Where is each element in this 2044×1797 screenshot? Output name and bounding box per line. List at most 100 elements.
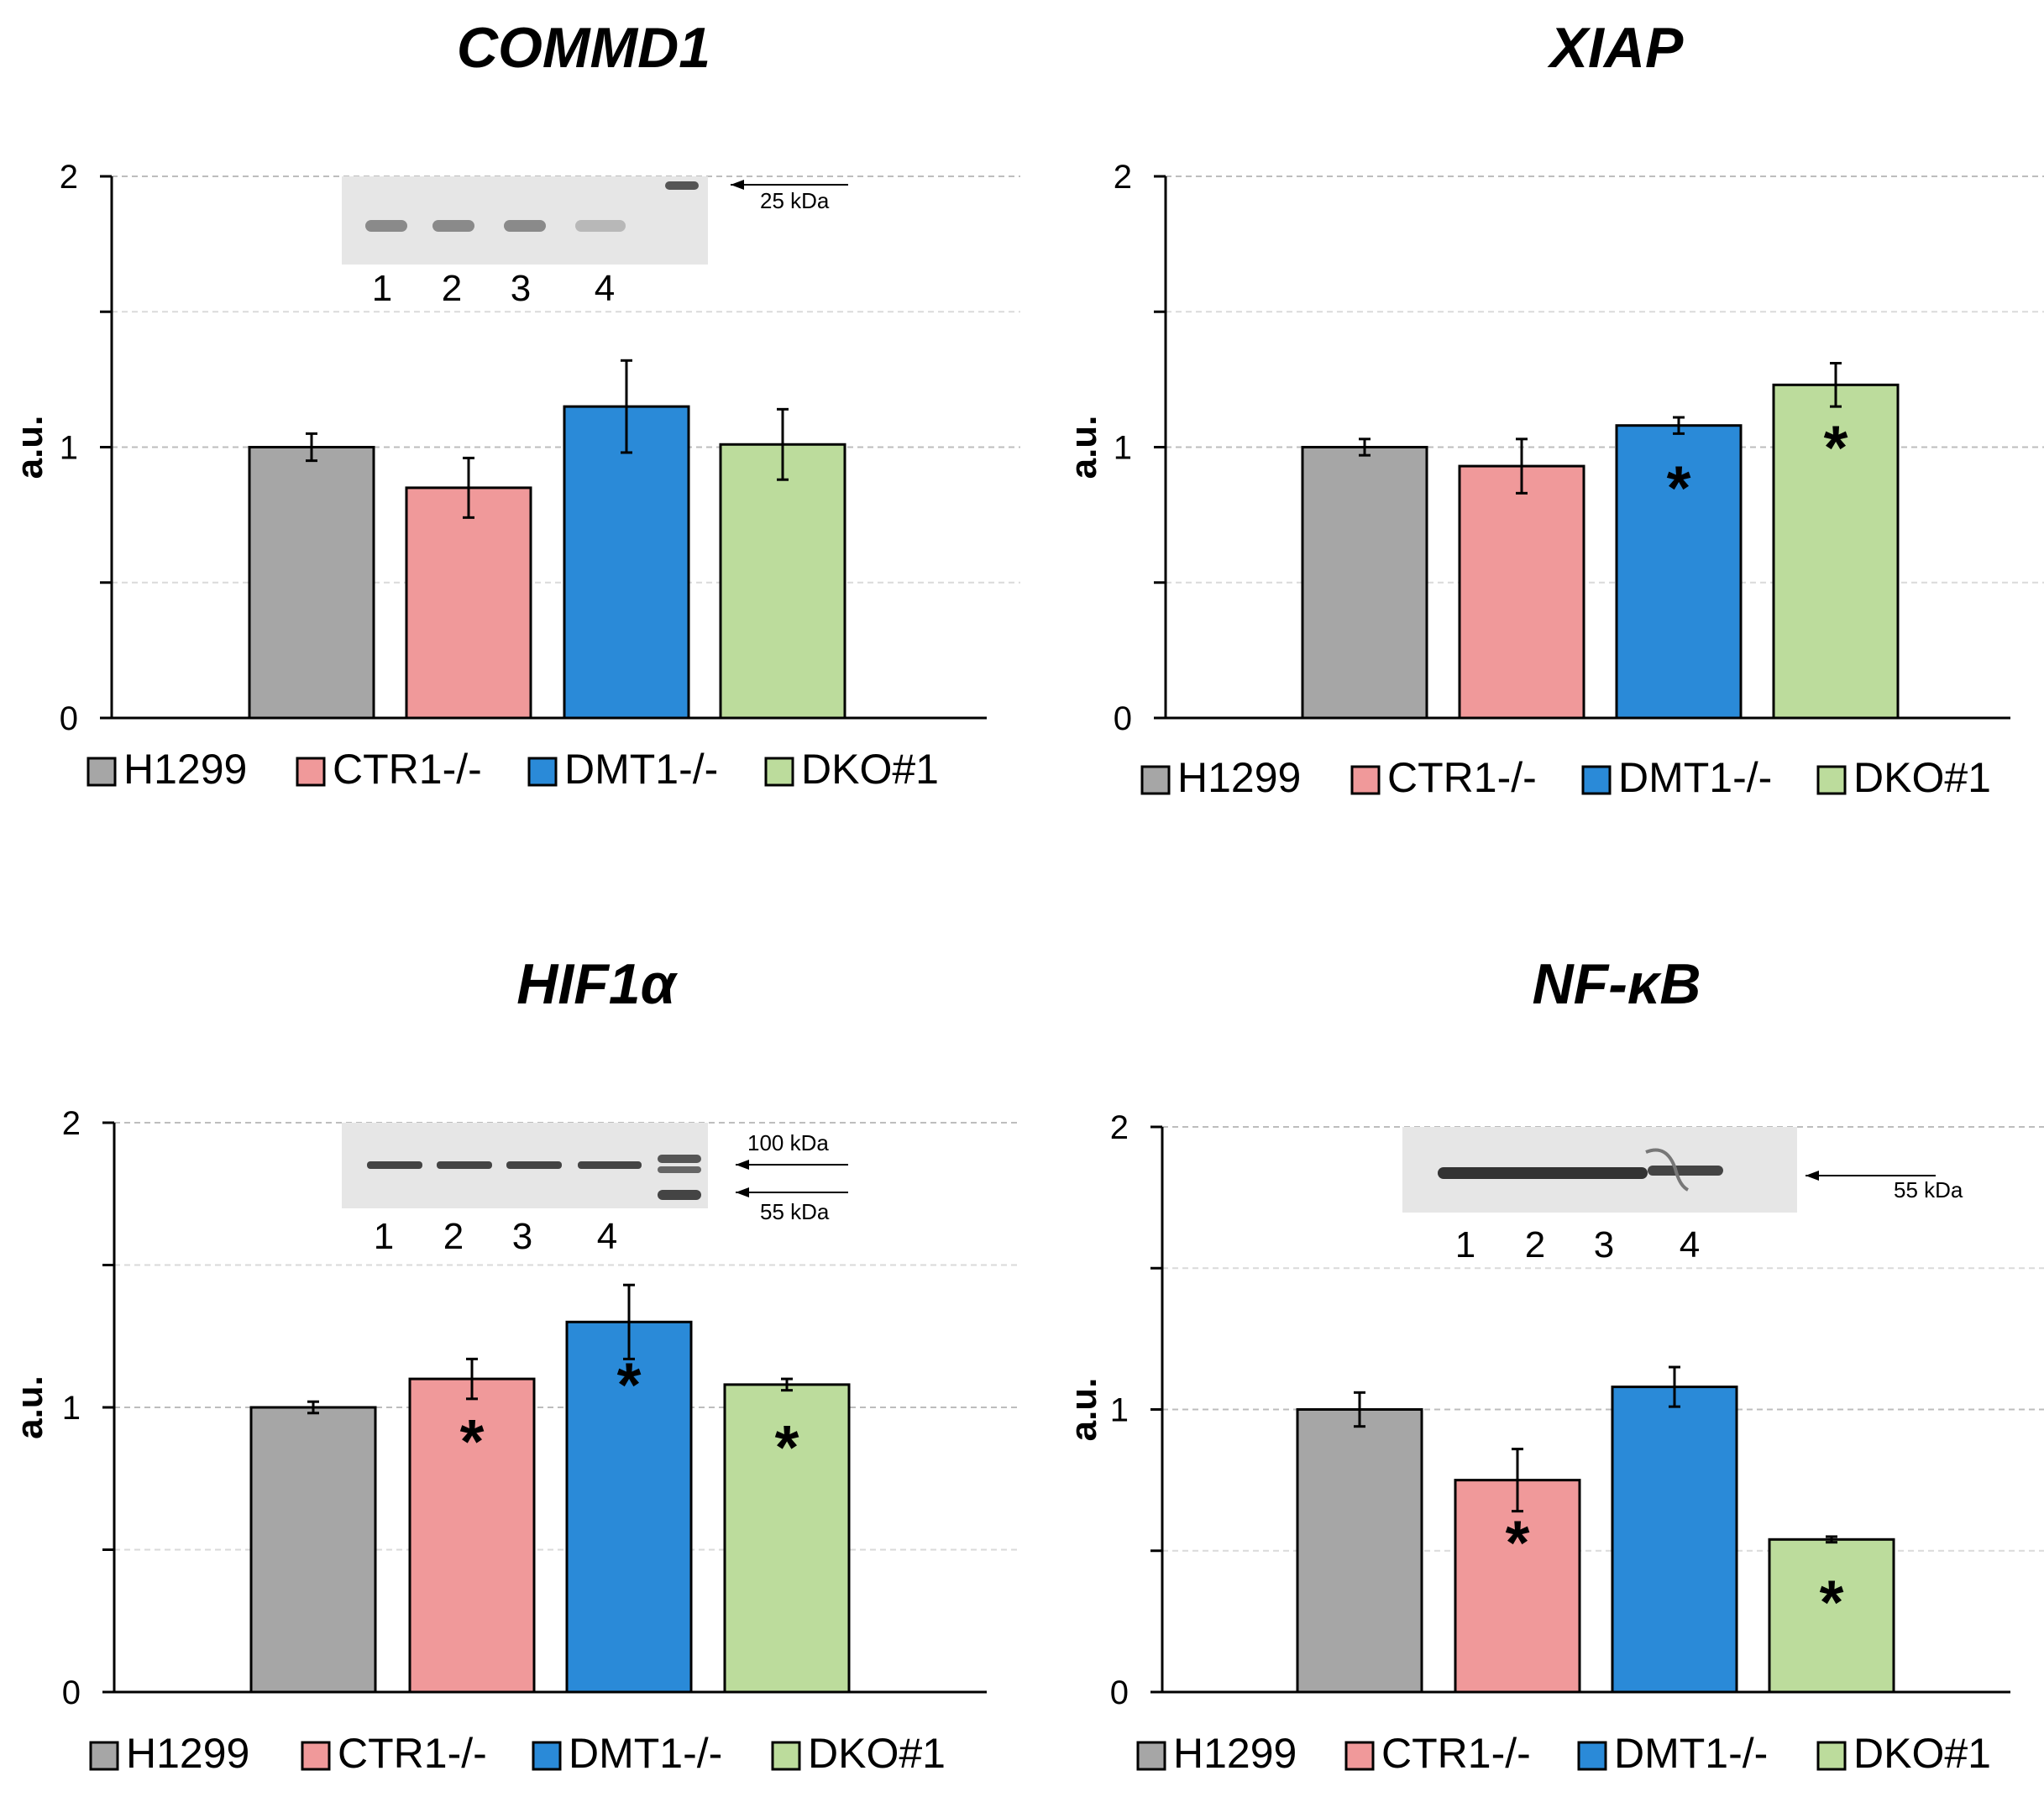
- legend-swatch-DKO#1: [764, 757, 794, 787]
- y-tick-label: 2: [1114, 159, 1132, 196]
- blot-marker-label: 25 kDa: [760, 188, 830, 213]
- bar-H1299: [1301, 446, 1428, 720]
- legend-swatch-H1299: [86, 757, 117, 787]
- blot-band: [432, 220, 474, 232]
- bar-CTR1-/-: [405, 486, 532, 720]
- blot-lane-label: 4: [1680, 1224, 1700, 1265]
- blot-ladder-band: [658, 1166, 701, 1173]
- legend-label-DKO#1: DKO#1: [801, 746, 939, 793]
- y-tick-label: 0: [62, 1674, 81, 1711]
- legend-swatch-H1299: [1136, 1741, 1166, 1771]
- y-tick-label: 0: [60, 700, 78, 737]
- bar-DMT1-/-: [1615, 424, 1743, 720]
- blot-band: [1648, 1166, 1723, 1176]
- legend-swatch-DKO#1: [771, 1741, 801, 1771]
- blot-lane-label: 1: [1455, 1224, 1475, 1265]
- y-tick-label: 0: [1114, 700, 1132, 737]
- significance-asterisk: *: [460, 1407, 485, 1476]
- legend-swatch-CTR1-/-: [1350, 765, 1381, 795]
- blot-ladder-band: [665, 181, 699, 190]
- significance-asterisk: *: [617, 1349, 642, 1419]
- y-tick-label: 1: [1110, 1392, 1129, 1429]
- chart-panel-3: HIF1α 0 1 2 a.u. * * * H1299 CTR1-/- DMT1-/- DKO#1 1…: [9, 952, 1020, 1777]
- legend-swatch-H1299: [89, 1741, 119, 1771]
- western-blot-inset: 1 2 3 4 55 kDa: [1402, 1127, 1963, 1265]
- significance-asterisk: *: [1824, 412, 1848, 482]
- significance-asterisk: *: [775, 1412, 799, 1482]
- y-axis-label: a.u.: [1063, 416, 1104, 479]
- chart-title: COMMD1: [457, 16, 710, 80]
- marker-arrow-head: [736, 1187, 749, 1197]
- blot-smear: [1645, 1148, 1690, 1192]
- bar-DKO#1: [723, 1383, 851, 1694]
- legend-label-CTR1-/-: CTR1-/-: [1381, 1730, 1531, 1777]
- legend-swatch-DMT1-/-: [1581, 765, 1612, 795]
- legend-swatch-CTR1-/-: [1344, 1741, 1375, 1771]
- bar-CTR1-/-: [1454, 1479, 1581, 1694]
- bar-DMT1-/-: [1611, 1386, 1738, 1694]
- legend-swatch-H1299: [1140, 765, 1171, 795]
- chart-panel-4: NF-κB 0 1 2 a.u. * * H1299 CTR1-/- DMT1-/- DKO#1 1 2…: [1063, 952, 2044, 1777]
- legend-label-CTR1-/-: CTR1-/-: [338, 1730, 487, 1777]
- legend-label-DMT1-/-: DMT1-/-: [564, 746, 718, 793]
- legend-label-H1299: H1299: [1177, 754, 1301, 801]
- legend-label-H1299: H1299: [126, 1730, 249, 1777]
- legend-swatch-CTR1-/-: [296, 757, 326, 787]
- blot-lane-label: 2: [1525, 1224, 1545, 1265]
- bar-CTR1-/-: [1458, 464, 1585, 720]
- y-tick-label: 1: [62, 1390, 81, 1427]
- blot-marker-label: 100 kDa: [747, 1130, 829, 1155]
- chart-title: XIAP: [1547, 16, 1684, 80]
- western-blot-inset: 1 2 3 4 100 kDa 55 kDa: [342, 1123, 848, 1257]
- blot-lane-label: 1: [374, 1216, 394, 1257]
- legend-label-H1299: H1299: [1173, 1730, 1297, 1777]
- significance-asterisk: *: [1667, 453, 1691, 523]
- legend-swatch-DMT1-/-: [527, 757, 558, 787]
- blot-band: [437, 1161, 492, 1169]
- legend-label-DKO#1: DKO#1: [1853, 1730, 1991, 1777]
- blot-band: [504, 220, 546, 232]
- marker-arrow-head: [731, 180, 744, 190]
- blot-lane-label: 4: [597, 1216, 617, 1257]
- chart-title: NF-κB: [1533, 952, 1701, 1016]
- y-tick-label: 2: [1110, 1109, 1129, 1146]
- blot-lane-label: 3: [511, 268, 531, 309]
- blot-ladder-band: [658, 1155, 701, 1163]
- y-tick-label: 2: [62, 1105, 81, 1142]
- y-axis-label: a.u.: [9, 416, 50, 479]
- bar-H1299: [249, 1406, 377, 1694]
- blot-lane-label: 1: [372, 268, 392, 309]
- legend-label-DKO#1: DKO#1: [1853, 754, 1991, 801]
- legend-swatch-DMT1-/-: [532, 1741, 562, 1771]
- legend-label-CTR1-/-: CTR1-/-: [1387, 754, 1537, 801]
- legend-label-DKO#1: DKO#1: [808, 1730, 946, 1777]
- blot-lane-label: 3: [512, 1216, 532, 1257]
- y-tick-label: 0: [1110, 1674, 1129, 1711]
- bar-DKO#1: [1768, 1538, 1895, 1694]
- blot-band: [578, 1161, 642, 1169]
- marker-arrow-head: [1806, 1171, 1819, 1181]
- bar-CTR1-/-: [408, 1377, 536, 1694]
- legend-label-DMT1-/-: DMT1-/-: [1614, 1730, 1768, 1777]
- legend-swatch-CTR1-/-: [301, 1741, 331, 1771]
- blot-marker-label: 55 kDa: [760, 1199, 830, 1224]
- bar-DKO#1: [719, 443, 846, 720]
- y-tick-label: 1: [60, 430, 78, 467]
- bar-DMT1-/-: [563, 405, 690, 720]
- blot-lane-label: 2: [442, 268, 462, 309]
- y-tick-label: 1: [1114, 430, 1132, 467]
- bar-DKO#1: [1772, 383, 1900, 720]
- blot-band: [575, 220, 626, 232]
- bar-H1299: [1296, 1408, 1423, 1694]
- western-blot-inset: 1 2 3 4 25 kDa: [342, 176, 848, 309]
- blot-ladder-band: [658, 1190, 701, 1200]
- legend-label-H1299: H1299: [123, 746, 247, 793]
- y-axis-label: a.u.: [9, 1375, 50, 1439]
- chart-panel-1: COMMD1 0 1 2 a.u. H1299 CTR1-/- DMT1-/- DKO#1 1 2 3…: [9, 16, 1020, 793]
- bar-DMT1-/-: [565, 1320, 693, 1694]
- significance-asterisk: *: [1506, 1508, 1530, 1578]
- legend-label-CTR1-/-: CTR1-/-: [333, 746, 482, 793]
- y-axis-label: a.u.: [1063, 1378, 1104, 1442]
- y-tick-label: 2: [60, 159, 78, 196]
